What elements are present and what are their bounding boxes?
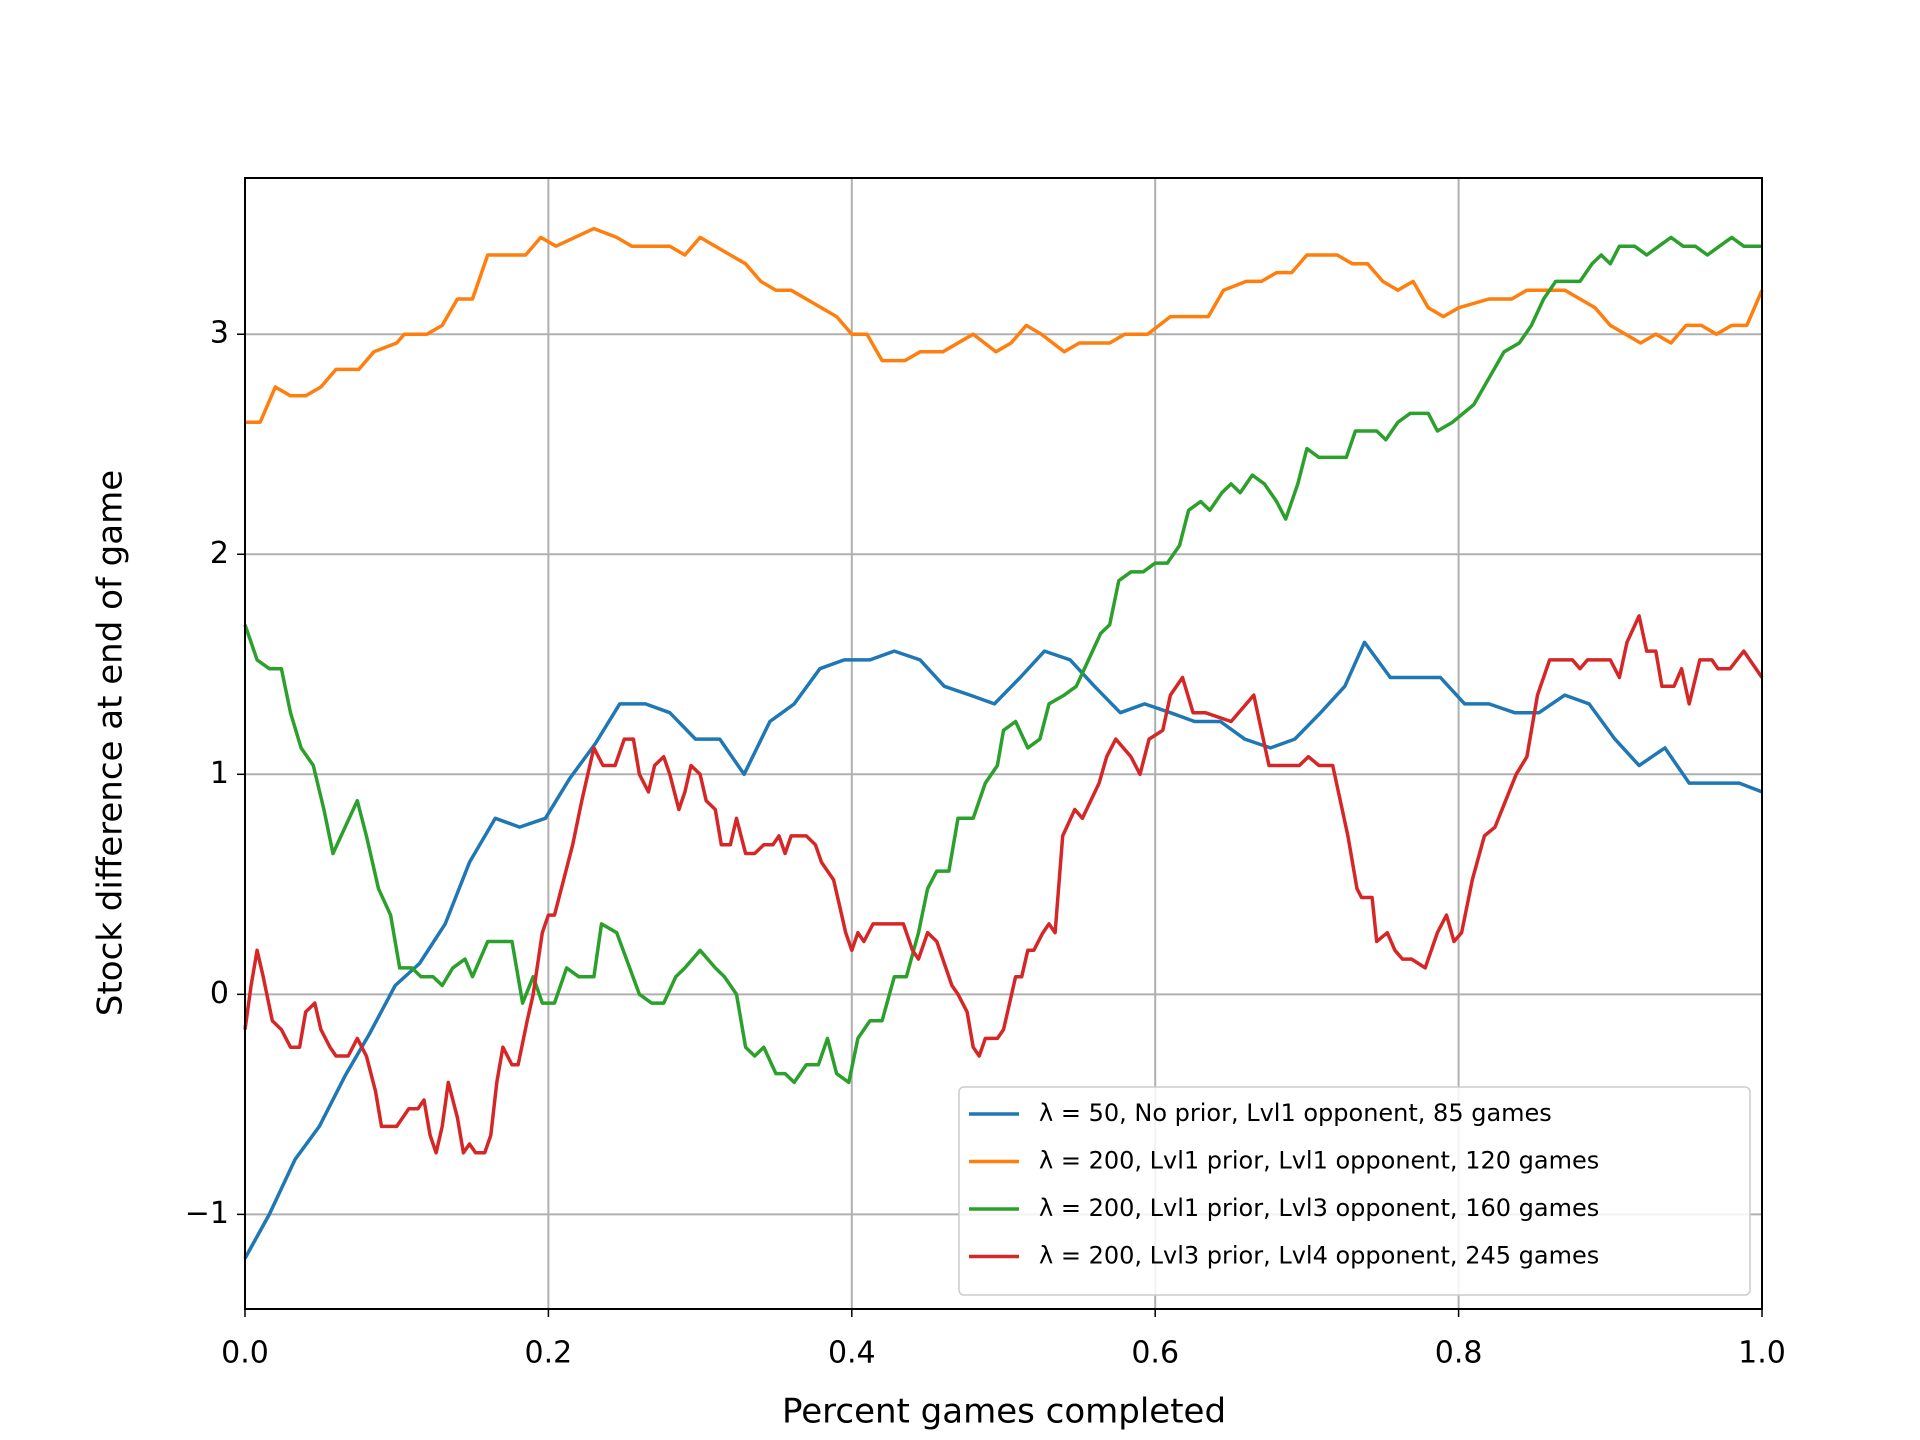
data-line [243, 614, 1764, 1155]
x-tick-label: 0.2 [525, 1336, 573, 1371]
x-axis-label: Percent games completed [782, 1392, 1226, 1432]
legend-box [958, 1086, 1751, 1296]
legend-label: λ = 50, No prior, Lvl1 opponent, 85 game… [1039, 1099, 1552, 1127]
legend-label: λ = 200, Lvl1 prior, Lvl1 opponent, 120 … [1039, 1147, 1599, 1175]
y-tick-label: −1 [185, 1196, 229, 1231]
plot-frame [244, 177, 1763, 1310]
legend: λ = 50, No prior, Lvl1 opponent, 85 game… [958, 1086, 1751, 1296]
x-tick-label: 1.0 [1738, 1336, 1786, 1371]
y-tick-label: 3 [210, 316, 229, 351]
x-tick-label: 0.4 [828, 1336, 876, 1371]
data-line [243, 235, 1762, 1085]
x-tick-label: 0.0 [221, 1336, 269, 1371]
x-tick-label: 0.8 [1435, 1336, 1483, 1371]
y-tick-label: 0 [210, 976, 229, 1011]
data-line [245, 226, 1764, 424]
y-tick-label: 2 [210, 536, 229, 571]
y-axis-label: Stock difference at end of game [91, 470, 131, 1016]
y-tick-label: 1 [210, 756, 229, 791]
data-line [243, 640, 1763, 1260]
legend-label: λ = 200, Lvl1 prior, Lvl3 opponent, 160 … [1039, 1194, 1599, 1222]
legend-label: λ = 200, Lvl3 prior, Lvl4 opponent, 245 … [1039, 1242, 1599, 1270]
x-tick-label: 0.6 [1131, 1336, 1179, 1371]
